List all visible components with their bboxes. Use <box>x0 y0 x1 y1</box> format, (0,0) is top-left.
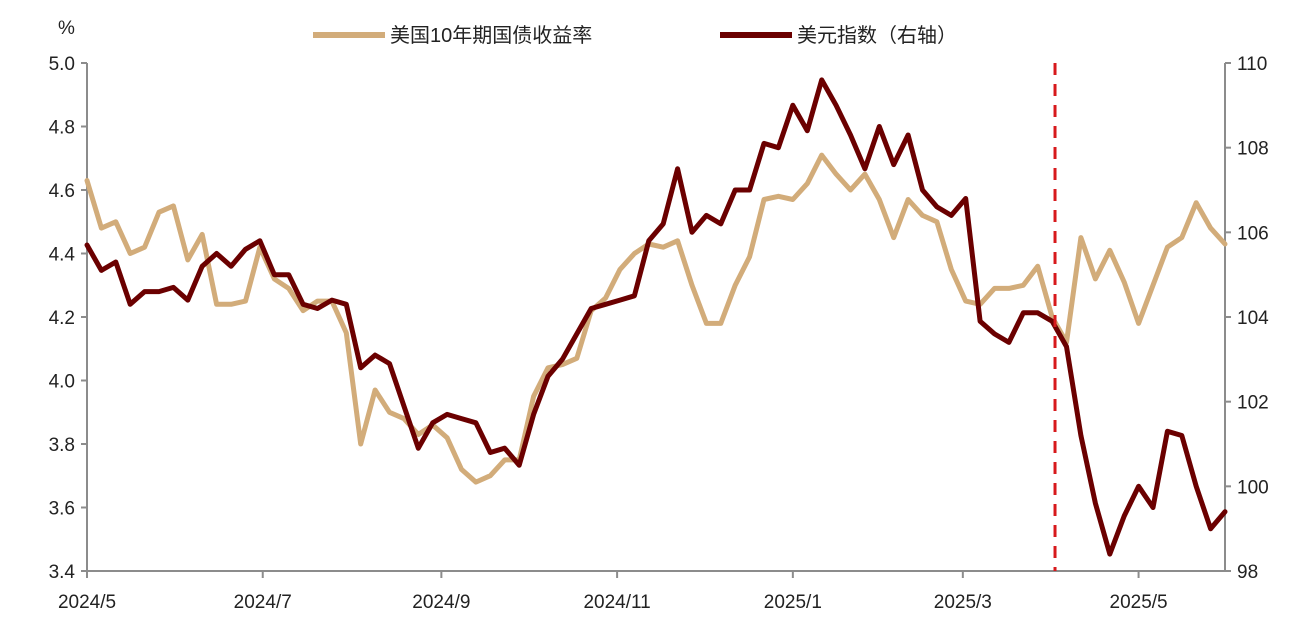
left-tick-label: 4.6 <box>49 181 75 202</box>
x-tick-label: 2024/9 <box>412 592 470 613</box>
left-tick-label: 4.4 <box>49 245 76 266</box>
series-line-us10y-yield <box>84 152 1228 485</box>
right-tick-label: 98 <box>1237 562 1258 583</box>
legend-label-dxy: 美元指数（右轴） <box>797 24 957 47</box>
legend: 美国10年期国债收益率 美元指数（右轴） <box>313 24 957 47</box>
x-tick-label: 2025/1 <box>764 592 822 613</box>
series-line-dollar-index <box>84 77 1228 557</box>
x-tick-label: 2024/7 <box>234 592 292 613</box>
left-tick-label: 4.2 <box>49 308 75 329</box>
x-tick-label: 2025/3 <box>934 592 992 613</box>
left-tick-label: 4.0 <box>49 372 75 393</box>
left-axis-unit: % <box>58 18 75 39</box>
legend-label-yield: 美国10年期国债收益率 <box>390 24 592 47</box>
left-tick-label: 3.4 <box>49 562 76 583</box>
x-tick-label: 2024/11 <box>583 592 650 613</box>
left-tick-label: 5.0 <box>49 54 75 75</box>
right-tick-label: 102 <box>1237 393 1269 414</box>
right-tick-label: 104 <box>1237 308 1269 329</box>
right-tick-label: 100 <box>1237 477 1269 498</box>
left-tick-label: 3.8 <box>49 435 75 456</box>
right-tick-label: 106 <box>1237 223 1269 244</box>
series-lines <box>84 63 1228 571</box>
right-tick-label: 108 <box>1237 139 1269 160</box>
x-tick-label: 2025/5 <box>1110 592 1168 613</box>
x-tick-label: 2024/5 <box>58 592 116 613</box>
left-tick-label: 4.8 <box>49 118 75 139</box>
right-tick-label: 110 <box>1237 54 1267 75</box>
axes: 3.4 3.6 3.8 4.0 4.2 4.4 4.6 4.8 5.0 98 100 102 104 10… <box>49 54 1270 613</box>
left-tick-label: 3.6 <box>49 499 75 520</box>
